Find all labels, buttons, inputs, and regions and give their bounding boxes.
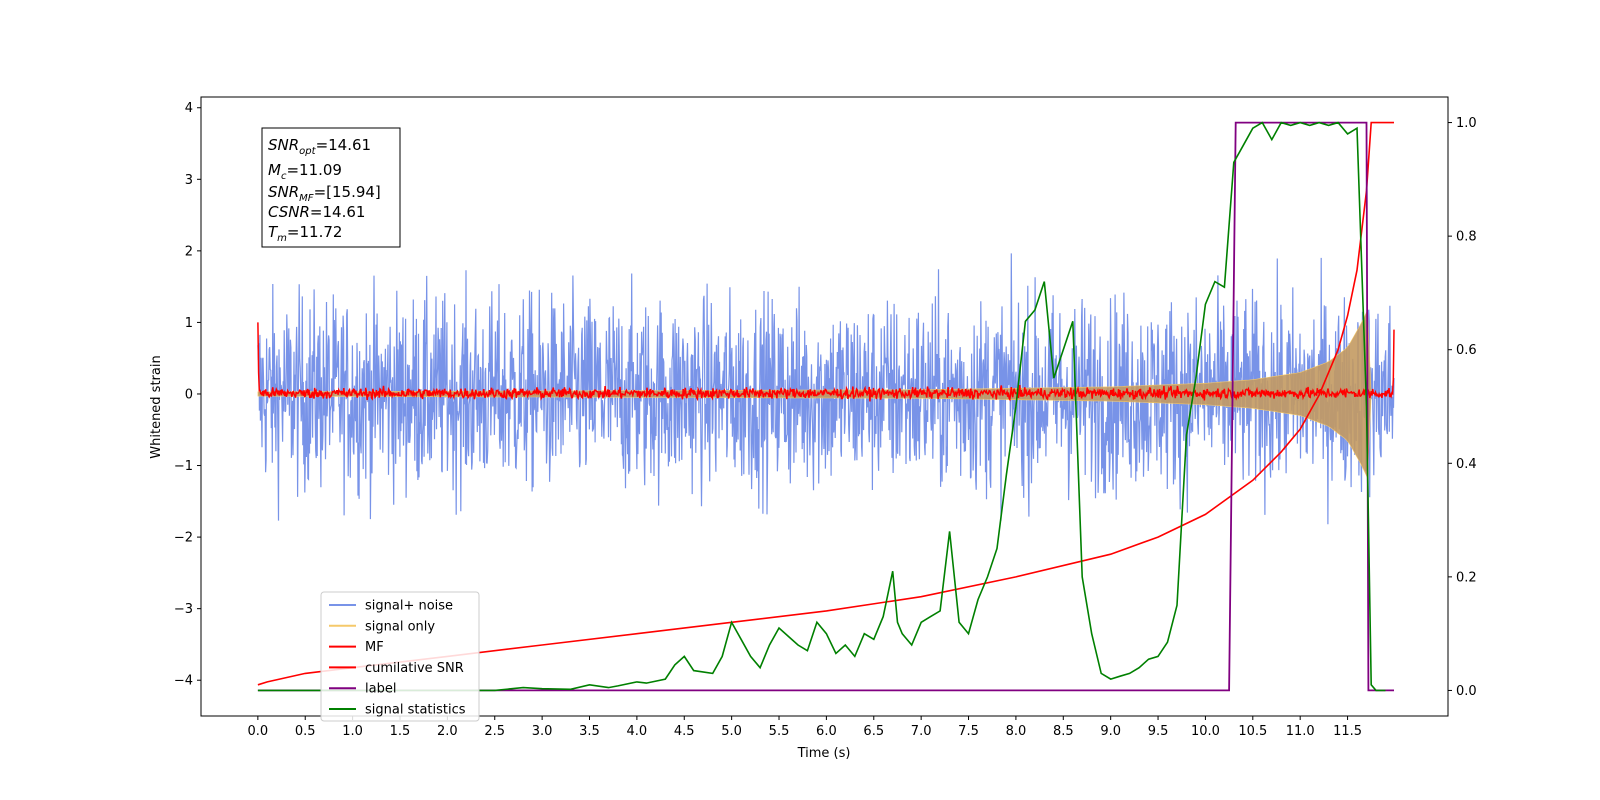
legend-label: signal+ noise: [365, 599, 453, 614]
x-tick-label: 9.5: [1148, 724, 1169, 739]
y-tick-label: 0: [185, 387, 193, 402]
legend-label: signal statistics: [365, 703, 466, 718]
y2-tick-label: 1.0: [1456, 116, 1477, 131]
y-axis-label: Whitened strain: [149, 355, 164, 458]
info-snr-opt: SNRopt=14.61: [268, 136, 371, 157]
x-tick-label: 3.5: [579, 724, 600, 739]
x-tick-label: 4.5: [674, 724, 695, 739]
x-tick-label: 10.0: [1191, 724, 1220, 739]
x-tick-label: 5.5: [769, 724, 790, 739]
x-tick-label: 8.0: [1006, 724, 1027, 739]
y2-tick-label: 0.2: [1456, 570, 1477, 585]
x-tick-label: 1.5: [390, 724, 411, 739]
info-csnr: CSNR=14.61: [268, 203, 365, 221]
y-tick-label: 2: [185, 244, 193, 259]
x-tick-label: 9.0: [1100, 724, 1121, 739]
x-tick-label: 0.5: [295, 724, 316, 739]
x-tick-label: 1.0: [342, 724, 363, 739]
y-tick-label: 3: [185, 173, 193, 188]
y-tick-label: −2: [174, 531, 193, 546]
legend-item: cumilative SNR: [329, 661, 464, 676]
x-tick-label: 8.5: [1053, 724, 1074, 739]
legend-label: cumilative SNR: [365, 661, 464, 676]
x-tick-label: 11.5: [1333, 724, 1362, 739]
x-tick-label: 7.0: [911, 724, 932, 739]
legend-item: signal+ noise: [329, 599, 453, 614]
legend-item: signal only: [329, 619, 435, 634]
y-tick-label: −4: [174, 674, 193, 689]
y-tick-label: 1: [185, 316, 193, 331]
info-box-frame: [261, 127, 401, 248]
y2-tick-label: 0.6: [1456, 343, 1477, 358]
x-axis-label: Time (s): [797, 746, 851, 761]
y-tick-label: −1: [174, 459, 193, 474]
x-tick-label: 6.5: [863, 724, 884, 739]
info-tm: Tm=11.72: [268, 223, 342, 244]
y2-tick-label: 0.0: [1456, 684, 1477, 699]
info-snr-mf: SNRMF=[15.94]: [268, 183, 381, 204]
x-tick-label: 5.0: [721, 724, 742, 739]
legend-item: label: [329, 682, 396, 697]
x-tick-label: 3.0: [532, 724, 553, 739]
x-tick-label: 0.0: [248, 724, 269, 739]
series-mf-line: [257, 322, 1395, 402]
info-box: SNRopt=14.61 Mc=11.09 SNRMF=[15.94] CSNR…: [261, 127, 401, 248]
legend-item: signal statistics: [329, 703, 466, 718]
x-axis: 0.0 0.5 1.0 1.5 2.0 2.5 3.0 3.5 4.0 4.5 5.0 5.5 6.0 6…: [248, 716, 1362, 739]
legend-label: MF: [365, 640, 384, 655]
x-tick-label: 4.0: [627, 724, 648, 739]
y-tick-label: 4: [185, 101, 193, 116]
x-tick-label: 10.5: [1238, 724, 1267, 739]
y-tick-label: −3: [174, 602, 193, 617]
legend-item: MF: [329, 640, 384, 655]
x-tick-label: 6.0: [816, 724, 837, 739]
y2-axis: 1.0 0.8 0.6 0.4 0.2 0.0: [1448, 116, 1477, 699]
x-tick-label: 2.5: [484, 724, 505, 739]
legend-label: label: [365, 682, 396, 697]
plot-frame: [200, 96, 1449, 717]
legend: signal+ noise signal only MF cumilative SNR…: [320, 591, 480, 722]
y-axis: 4 3 2 1 0 −1 −2 −3 −4: [174, 101, 201, 689]
y2-tick-label: 0.8: [1456, 230, 1477, 245]
y2-tick-label: 0.4: [1456, 457, 1477, 472]
x-tick-label: 2.0: [437, 724, 458, 739]
info-mc: Mc=11.09: [268, 161, 342, 182]
legend-label: signal only: [365, 619, 435, 634]
series-signal-statistics-line: [257, 121, 1386, 692]
legend-frame: [320, 591, 480, 722]
x-tick-label: 11.0: [1286, 724, 1315, 739]
x-tick-label: 7.5: [958, 724, 979, 739]
